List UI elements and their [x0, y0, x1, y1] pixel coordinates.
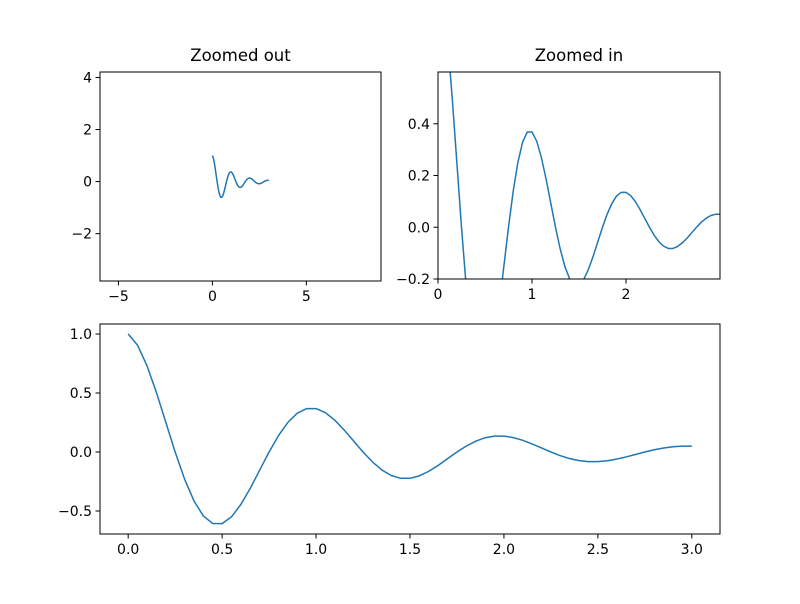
- x-tick-label: 1.0: [305, 542, 327, 558]
- y-tick-label: 0.0: [408, 220, 430, 236]
- x-tick-label: 0: [434, 287, 443, 303]
- axes-frame: [99, 323, 721, 535]
- x-tick-label: 0.5: [211, 542, 233, 558]
- x-tick-label: 2.5: [587, 542, 609, 558]
- y-tick-label: 2: [83, 123, 92, 139]
- y-tick-label: 0.4: [408, 117, 430, 133]
- y-tick-label: 0: [83, 175, 92, 191]
- x-tick-label: 0.0: [117, 542, 139, 558]
- y-tick-label: 0.5: [70, 386, 92, 402]
- axes-title: Zoomed out: [190, 46, 291, 65]
- y-tick-label: −0.5: [58, 504, 92, 520]
- y-tick-label: 1.0: [70, 327, 92, 343]
- y-tick-label: 0.0: [70, 445, 92, 461]
- data-line: [449, 72, 720, 279]
- x-tick-label: 1: [528, 287, 537, 303]
- x-tick-label: 2: [622, 287, 631, 303]
- y-tick-label: −0.2: [396, 272, 430, 288]
- x-tick-label: 0: [208, 289, 217, 305]
- x-tick-label: 2.0: [493, 542, 515, 558]
- x-tick-label: −5: [108, 289, 129, 305]
- y-tick-label: 4: [83, 70, 92, 86]
- x-tick-label: 3.0: [681, 542, 703, 558]
- axes-frame: [437, 71, 721, 280]
- axes-frame: [99, 71, 382, 282]
- data-line: [211, 155, 269, 199]
- axes-title: Zoomed in: [535, 46, 623, 65]
- y-tick-label: 0.2: [408, 169, 430, 185]
- x-tick-label: 5: [302, 289, 311, 305]
- y-tick-label: −2: [71, 227, 92, 243]
- x-tick-label: 1.5: [399, 542, 421, 558]
- data-line: [127, 333, 692, 525]
